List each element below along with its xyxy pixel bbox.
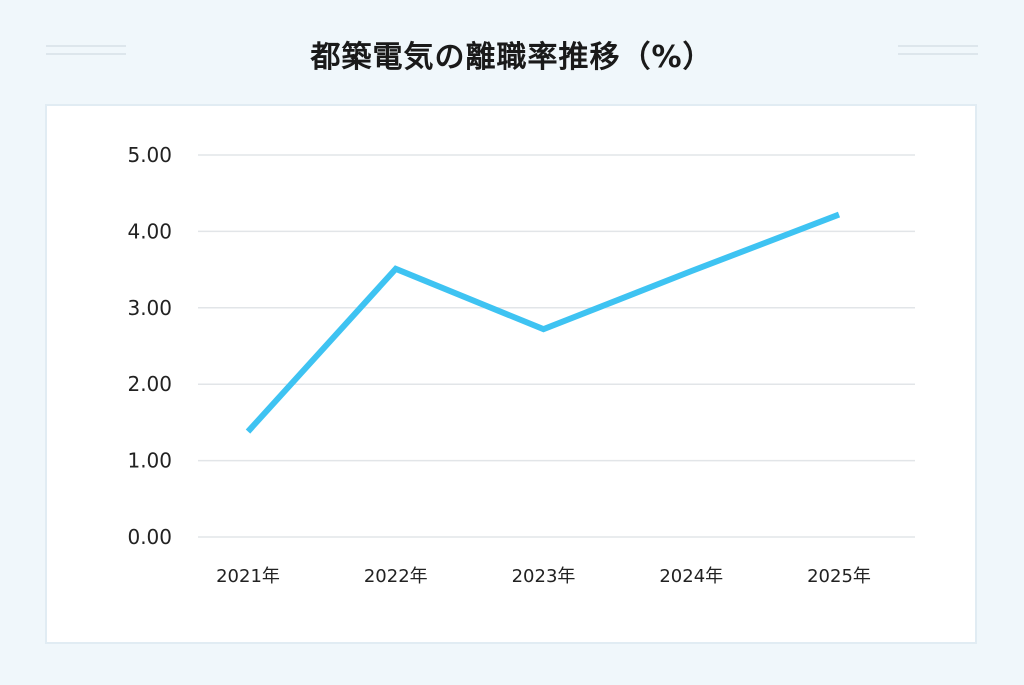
x-tick-label: 2025年 [807, 566, 871, 587]
x-tick-label: 2023年 [512, 566, 576, 587]
y-tick-label: 4.00 [127, 219, 172, 243]
chart-card [45, 104, 977, 644]
x-axis-ticks: 2021年 2022年 2023年 2024年 2025年 [216, 566, 871, 587]
y-axis-ticks: 0.00 1.00 2.00 3.00 4.00 5.00 [127, 143, 172, 549]
series [245, 211, 841, 434]
title-decoration-left [46, 45, 126, 57]
x-tick-label: 2022年 [364, 566, 428, 587]
gridlines [198, 154, 915, 538]
x-tick-label: 2021年 [216, 566, 280, 587]
y-tick-label: 5.00 [127, 143, 172, 167]
chart-title: 都築電気の離職率推移（%） [310, 40, 714, 75]
series-line [245, 211, 841, 434]
x-tick-label: 2024年 [659, 566, 723, 587]
title-decoration-right [898, 45, 978, 57]
y-tick-label: 0.00 [127, 525, 172, 549]
y-tick-label: 1.00 [127, 449, 172, 473]
y-tick-label: 2.00 [127, 372, 172, 396]
y-tick-label: 3.00 [127, 296, 172, 320]
